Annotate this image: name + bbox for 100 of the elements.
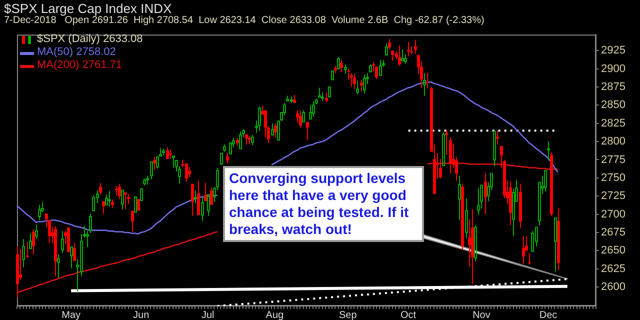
x-tick-label: Jul xyxy=(201,310,214,320)
candlestick xyxy=(557,208,560,271)
candlestick xyxy=(134,196,137,213)
y-tick-label: 2800 xyxy=(601,136,626,148)
chart-title: $SPX Large Cap Index INDX xyxy=(4,1,172,16)
candlestick xyxy=(522,236,525,264)
candlestick xyxy=(477,188,480,216)
candlestick xyxy=(188,166,191,178)
candlestick xyxy=(299,110,302,128)
y-tick-label: 2775 xyxy=(601,154,626,166)
candlestick xyxy=(347,68,350,80)
candlestick xyxy=(471,208,474,285)
candlestick xyxy=(172,156,175,168)
candlestick xyxy=(210,186,213,205)
x-tick-label: Aug xyxy=(266,310,284,320)
candlestick xyxy=(57,254,60,278)
candlestick xyxy=(426,72,429,89)
candlestick xyxy=(509,180,512,226)
y-tick-label: 2625 xyxy=(601,262,626,275)
candlestick xyxy=(127,193,130,205)
x-tick-label: Dec xyxy=(539,310,558,320)
candlestick xyxy=(226,152,229,164)
candlestick xyxy=(309,104,312,120)
annotation: Converging support levels here that have a very good chance at being tested. If it breaks, watch out! xyxy=(223,166,424,242)
candlestick xyxy=(194,190,197,204)
candlestick xyxy=(344,64,347,74)
candlestick xyxy=(331,70,334,80)
candlestick xyxy=(207,194,210,216)
candlestick xyxy=(73,242,76,261)
candlestick xyxy=(465,198,468,239)
candlestick xyxy=(111,199,114,208)
candlestick xyxy=(220,152,223,165)
legend-label: $SPX (Daily) 2633.08 xyxy=(37,33,143,46)
y-tick-label: 2700 xyxy=(601,208,626,220)
candlestick xyxy=(118,183,121,200)
candlestick xyxy=(137,199,140,211)
candlestick xyxy=(248,135,251,145)
candlestick xyxy=(423,72,426,96)
x-tick-label: Oct xyxy=(400,310,416,320)
candlestick xyxy=(153,156,156,170)
candlestick xyxy=(236,137,239,146)
candlestick xyxy=(496,130,499,145)
x-tick-label: May xyxy=(62,310,81,320)
candlestick xyxy=(32,228,35,255)
candlestick xyxy=(102,201,105,214)
candlestick xyxy=(493,130,496,167)
candlestick xyxy=(26,241,29,258)
candlestick xyxy=(61,230,64,254)
candlestick xyxy=(410,46,413,55)
candlestick xyxy=(108,190,111,207)
candlestick xyxy=(550,152,553,216)
y-tick-label: 2900 xyxy=(601,62,626,75)
candlestick xyxy=(286,95,289,102)
candlestick xyxy=(35,224,38,240)
candlestick xyxy=(407,41,410,57)
candlestick xyxy=(401,48,404,62)
candlestick xyxy=(512,188,515,237)
y-tick-label: 2850 xyxy=(601,99,626,112)
candlestick xyxy=(350,72,353,87)
candlestick xyxy=(554,217,557,272)
candlestick xyxy=(468,218,471,268)
legend-label: MA(200) 2761.71 xyxy=(37,59,122,72)
candlestick xyxy=(201,196,204,222)
candlestick xyxy=(271,122,274,136)
candlestick xyxy=(22,238,25,268)
candlestick xyxy=(356,80,359,95)
legend-label: MA(50) 2758.02 xyxy=(37,46,116,59)
candlestick xyxy=(115,185,118,196)
candlestick xyxy=(519,183,522,229)
candlestick xyxy=(105,194,108,206)
y-tick-label: 2675 xyxy=(601,226,626,239)
candlestick xyxy=(169,149,172,160)
candlestick xyxy=(124,192,127,210)
candlestick xyxy=(414,39,417,54)
x-tick-label: Jun xyxy=(133,310,150,320)
candlestick xyxy=(274,122,277,138)
candlestick xyxy=(449,136,452,174)
candlestick xyxy=(293,94,296,103)
y-tick-label: 2725 xyxy=(601,190,626,202)
candlestick xyxy=(461,183,464,250)
candlestick xyxy=(131,210,134,232)
candlestick xyxy=(484,173,487,215)
candlestick xyxy=(325,92,328,103)
candlestick xyxy=(334,65,337,74)
candlestick xyxy=(391,50,394,62)
candlestick xyxy=(340,60,343,73)
candlestick xyxy=(19,248,22,280)
candlestick xyxy=(159,148,162,157)
candlestick xyxy=(458,175,461,221)
y-tick-label: 2825 xyxy=(601,117,626,130)
candlestick xyxy=(547,141,550,161)
candlestick xyxy=(80,233,83,277)
candlestick xyxy=(398,45,401,66)
candlestick xyxy=(185,163,188,182)
candlestick xyxy=(379,60,382,76)
x-tick-label: Sep xyxy=(338,310,358,320)
y-tick-label: 2750 xyxy=(601,172,626,184)
candlestick xyxy=(353,73,356,90)
candlestick xyxy=(121,190,124,210)
candlestick xyxy=(318,87,321,98)
